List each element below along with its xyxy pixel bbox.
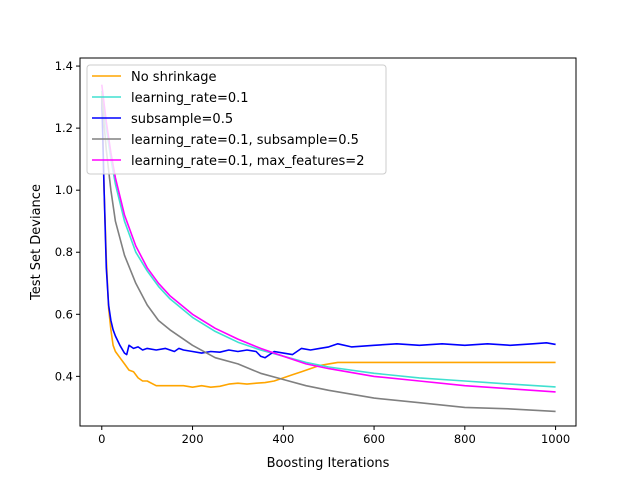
legend-label: learning_rate=0.1, subsample=0.5 — [131, 133, 359, 148]
x-tick-label: 200 — [182, 432, 204, 446]
y-tick-label: 1.0 — [55, 183, 73, 197]
x-tick-label: 600 — [363, 432, 385, 446]
x-tick-label: 800 — [454, 432, 476, 446]
legend-label: learning_rate=0.1, max_features=2 — [131, 154, 364, 169]
y-tick-label: 1.4 — [55, 59, 73, 73]
legend-label: learning_rate=0.1 — [131, 91, 249, 106]
series-line-3 — [101, 97, 556, 413]
axes-frame — [79, 57, 577, 427]
series-line-2 — [101, 97, 556, 359]
y-tick-label: 0.6 — [55, 307, 73, 321]
y-axis-label: Test Set Deviance — [29, 184, 44, 301]
series-line-4 — [101, 84, 556, 393]
x-tick-label: 1000 — [541, 432, 570, 446]
y-tick-label: 0.4 — [55, 369, 73, 383]
axis-ticks: 0 200 400 600 800 1000 0.4 0.6 0.8 1.0 1.2 1.4 — [55, 59, 571, 446]
plot-area — [101, 84, 556, 413]
legend: No shrinkage learning_rate=0.1 subsample=0… — [86, 64, 387, 175]
y-tick-label: 0.8 — [55, 245, 73, 259]
legend-label: subsample=0.5 — [131, 112, 233, 127]
legend-box — [86, 64, 387, 175]
x-tick-label: 400 — [272, 432, 294, 446]
series-line-1 — [101, 90, 556, 388]
x-tick-label: 0 — [98, 432, 105, 446]
legend-label: No shrinkage — [131, 70, 217, 85]
series-line-0 — [101, 90, 556, 389]
x-axis-label: Boosting Iterations — [267, 456, 390, 471]
y-tick-label: 1.2 — [55, 121, 73, 135]
